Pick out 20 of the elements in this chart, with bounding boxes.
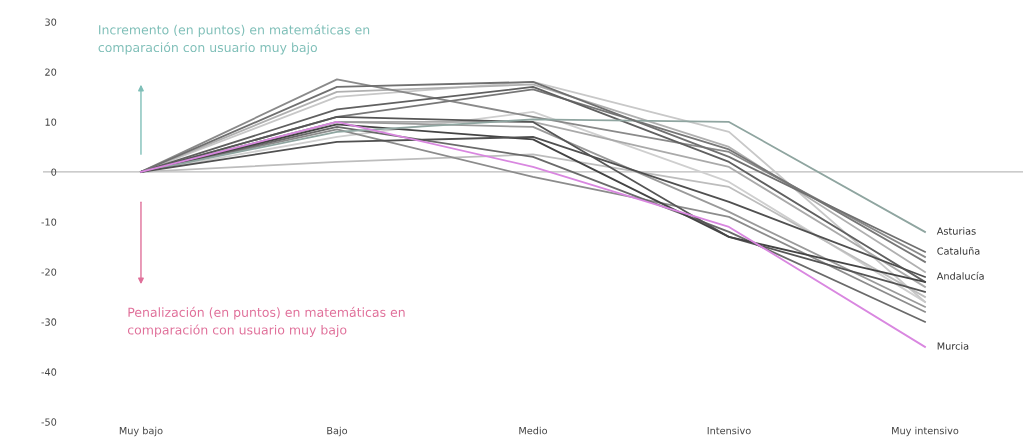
annotation: Penalización (en puntos) en matemáticas en comparación con usuario muy bajo bbox=[127, 306, 405, 337]
x-tick-label: Muy bajo bbox=[119, 426, 163, 437]
y-tick-label: -50 bbox=[41, 418, 57, 426]
y-tick-label: -30 bbox=[41, 318, 57, 326]
series-label: Andalucía bbox=[936, 271, 984, 280]
x-tick-label: Muy intensivo bbox=[892, 426, 959, 437]
y-tick-label: 0 bbox=[51, 168, 57, 176]
annotation: Incremento (en puntos) en matemáticas en comparación con usuario muy bajo bbox=[98, 24, 370, 55]
y-tick-label: 10 bbox=[45, 118, 57, 126]
x-tick-label: Intensivo bbox=[707, 426, 751, 435]
x-tick-label: Medio bbox=[519, 426, 548, 435]
y-tick-label: -40 bbox=[41, 368, 57, 376]
y-tick-label: 20 bbox=[45, 68, 57, 76]
x-tick-label: Bajo bbox=[327, 426, 348, 437]
y-tick-label: 30 bbox=[45, 18, 57, 26]
series-label: Cataluña bbox=[937, 247, 980, 255]
y-tick-label: -10 bbox=[41, 218, 57, 226]
series-label: Murcia bbox=[937, 342, 969, 350]
y-tick-label: -20 bbox=[41, 268, 57, 276]
series-label: Asturias bbox=[936, 227, 976, 235]
